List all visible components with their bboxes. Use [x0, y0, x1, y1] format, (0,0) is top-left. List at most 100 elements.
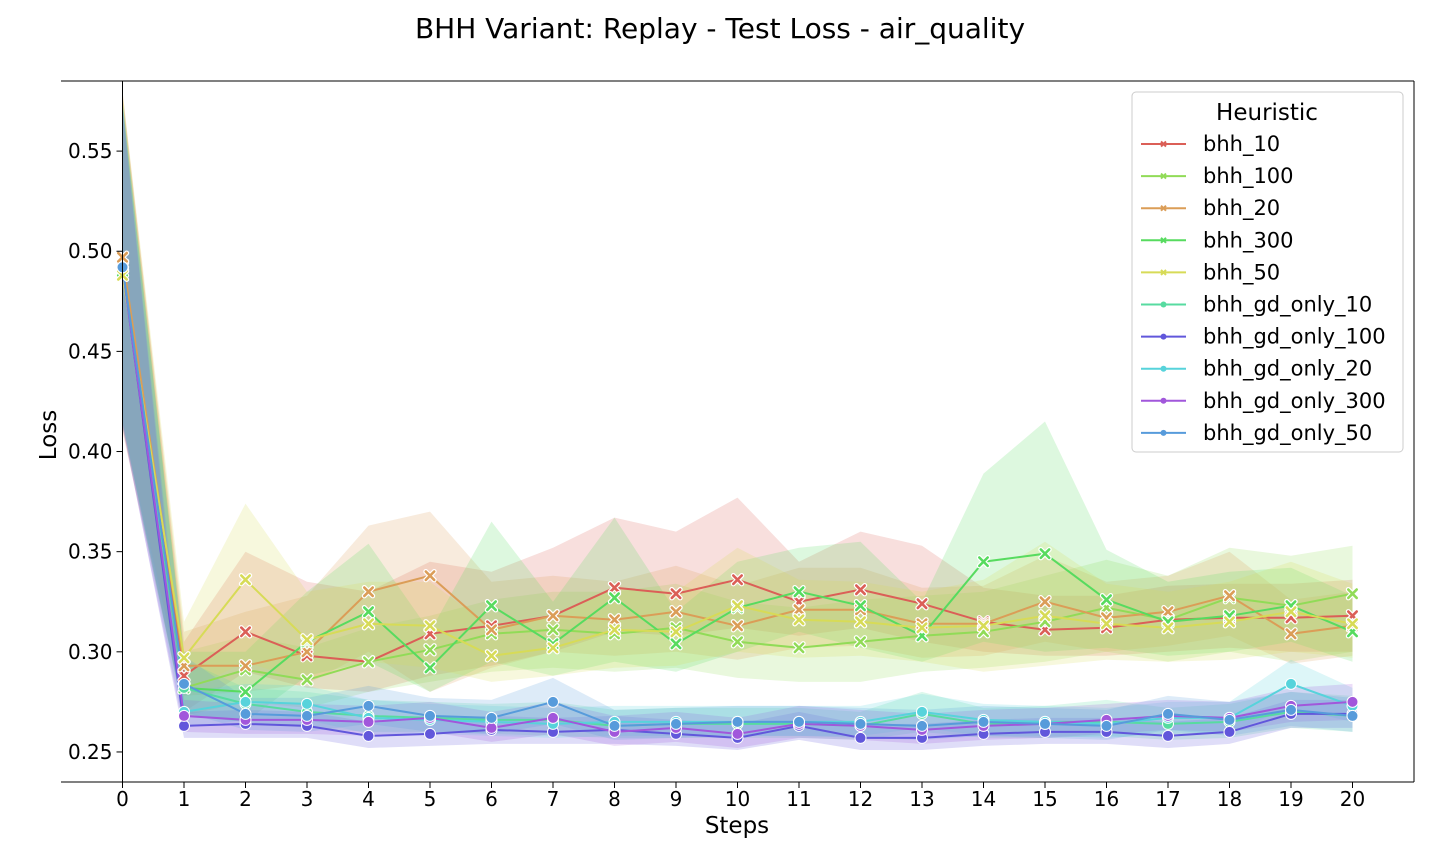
x-tick-label: 2 — [239, 787, 252, 811]
x-tick-label: 3 — [301, 787, 314, 811]
marker-bhh_20 — [730, 619, 745, 633]
x-tick-label: 18 — [1217, 787, 1242, 811]
marker-bhh_gd_only_50 — [608, 719, 621, 732]
band-bhh_20 — [122, 95, 1353, 696]
marker-bhh_gd_only_50 — [916, 719, 928, 732]
marker-bhh_gd_only_50 — [977, 715, 990, 728]
marker-bhh_gd_only_50 — [1285, 703, 1297, 716]
marker-bhh_gd_only_300 — [485, 721, 498, 734]
marker-bhh_50 — [238, 573, 253, 587]
x-tick-label: 1 — [178, 787, 191, 811]
marker-bhh_300 — [976, 554, 991, 569]
marker-bhh_gd_only_50 — [1223, 713, 1236, 726]
y-tick-label: 0.30 — [68, 640, 113, 664]
marker-bhh_300 — [1099, 593, 1114, 607]
marker-bhh_100 — [423, 643, 437, 657]
legend-marker — [1160, 140, 1167, 148]
legend-marker — [1160, 269, 1167, 276]
legend-label: bhh_20 — [1203, 196, 1280, 221]
marker-bhh_20 — [300, 645, 314, 659]
marker-bhh_gd_only_100 — [1223, 725, 1236, 738]
marker-bhh_gd_only_50 — [731, 715, 744, 728]
marker-bhh_gd_only_20 — [916, 705, 928, 718]
legend-marker — [1160, 301, 1167, 308]
x-tick-label: 0 — [116, 787, 129, 811]
marker-bhh_gd_only_50 — [547, 695, 559, 708]
marker-bhh_50 — [177, 651, 191, 665]
legend-marker — [1160, 333, 1167, 340]
legend-label: bhh_gd_only_50 — [1203, 421, 1372, 446]
legend-marker — [1160, 429, 1167, 436]
marker-bhh_20 — [1038, 595, 1052, 609]
axes: 0 1 2 3 4 5 6 7 8 9 10 11 12 13 14 15 16 17 18 19 200.250.30… — [61, 80, 1415, 811]
marker-bhh_gd_only_50 — [485, 711, 498, 724]
marker-bhh_gd_only_50 — [1039, 717, 1051, 730]
marker-bhh_10 — [238, 625, 253, 639]
legend-frame — [1131, 91, 1404, 453]
marker-bhh_gd_only_50 — [239, 707, 252, 720]
marker-bhh_50 — [607, 623, 622, 637]
marker-bhh_300 — [484, 599, 499, 613]
x-tick-label: 8 — [608, 787, 621, 811]
marker-bhh_20 — [1222, 589, 1237, 603]
marker-bhh_300 — [853, 599, 868, 613]
marker-bhh_gd_only_100 — [362, 729, 375, 742]
band-bhh_300 — [122, 101, 1353, 722]
marker-bhh_50 — [1345, 617, 1360, 631]
marker-bhh_50 — [546, 641, 560, 655]
marker-bhh_gd_only_50 — [793, 715, 805, 728]
legend-entry-bhh_gd_only_10: bhh_gd_only_10 — [1141, 293, 1372, 318]
y-tick-label: 0.45 — [68, 339, 113, 363]
legend-entry-bhh_gd_only_300: bhh_gd_only_300 — [1141, 389, 1386, 414]
marker-bhh_50 — [484, 649, 499, 663]
legend-label: bhh_gd_only_20 — [1203, 357, 1372, 382]
marker-bhh_50 — [300, 633, 314, 647]
marker-bhh_20 — [484, 623, 499, 637]
x-tick-label: 9 — [670, 787, 683, 811]
marker-bhh_20 — [1161, 605, 1175, 619]
marker-bhh_50 — [1284, 605, 1298, 619]
x-tick-label: 10 — [725, 787, 750, 811]
y-tick-label: 0.55 — [68, 139, 113, 163]
chart-title: BHH Variant: Replay - Test Loss - air_qu… — [415, 12, 1025, 45]
legend-label: bhh_300 — [1203, 228, 1294, 253]
x-tick-label: 5 — [424, 787, 437, 811]
legend-entry-bhh_gd_only_50: bhh_gd_only_50 — [1141, 421, 1372, 446]
x-tick-label: 14 — [971, 787, 996, 811]
x-tick-label: 20 — [1340, 787, 1365, 811]
x-tick-label: 11 — [786, 787, 811, 811]
legend-label: bhh_gd_only_300 — [1203, 389, 1386, 414]
marker-bhh_50 — [669, 625, 683, 639]
marker-bhh_gd_only_100 — [854, 731, 867, 744]
marker-bhh_100 — [1345, 587, 1360, 601]
marker-bhh_10 — [730, 573, 745, 587]
legend-marker — [1160, 365, 1167, 372]
marker-bhh_gd_only_50 — [301, 709, 313, 722]
legend-label: bhh_gd_only_100 — [1203, 325, 1386, 350]
marker-bhh_100 — [300, 673, 314, 687]
marker-bhh_gd_only_50 — [670, 717, 682, 730]
marker-bhh_100 — [546, 623, 560, 637]
marker-bhh_gd_only_100 — [1162, 729, 1174, 742]
marker-bhh_50 — [1161, 621, 1175, 635]
marker-bhh_20 — [361, 585, 376, 599]
marker-bhh_10 — [607, 581, 622, 595]
legend-entry-bhh_gd_only_100: bhh_gd_only_100 — [1141, 325, 1386, 350]
marker-bhh_50 — [1099, 617, 1114, 631]
legend-entry-bhh_50: bhh_50 — [1141, 260, 1280, 285]
marker-bhh_gd_only_300 — [547, 711, 559, 724]
marker-bhh_gd_only_20 — [1285, 677, 1297, 690]
marker-bhh_gd_only_50 — [424, 709, 436, 722]
marker-bhh_gd_only_300 — [362, 715, 375, 728]
marker-bhh_gd_only_50 — [1162, 707, 1174, 720]
marker-bhh_gd_only_100 — [424, 727, 436, 740]
marker-bhh_gd_only_300 — [178, 709, 190, 722]
x-tick-label: 16 — [1094, 787, 1119, 811]
marker-bhh_10 — [915, 597, 929, 611]
legend-label: bhh_10 — [1203, 132, 1280, 157]
x-tick-label: 13 — [909, 787, 934, 811]
marker-bhh_300 — [361, 605, 376, 619]
marker-bhh_300 — [607, 591, 622, 605]
marker-bhh_gd_only_100 — [178, 719, 190, 732]
x-tick-label: 19 — [1278, 787, 1303, 811]
